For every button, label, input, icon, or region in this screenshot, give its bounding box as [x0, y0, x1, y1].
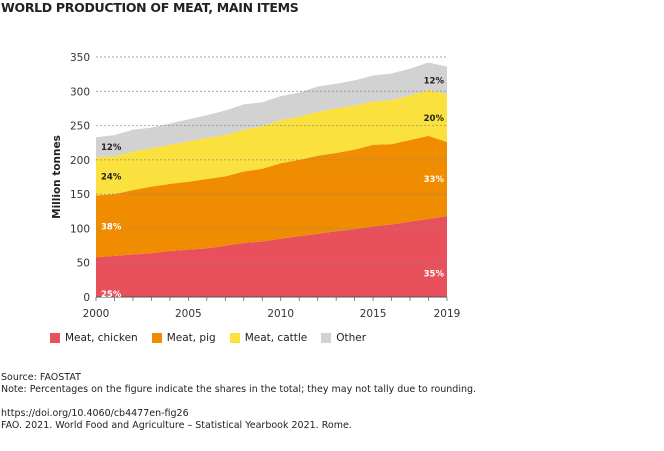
area-other	[96, 62, 447, 158]
y-tick-label: 200	[70, 155, 90, 167]
legend-item: Meat, cattle	[229, 332, 308, 344]
share-label-end: 35%	[424, 270, 445, 280]
chart-title: WORLD PRODUCTION OF MEAT, MAIN ITEMS	[1, 0, 299, 15]
source-text: Source: FAOSTAT	[1, 372, 81, 383]
legend-label: Other	[336, 332, 367, 344]
y-axis-label: Million tonnes	[51, 135, 63, 219]
legend-item: Meat, chicken	[50, 332, 138, 344]
legend-swatch	[50, 333, 60, 343]
share-label-end: 33%	[424, 175, 445, 185]
legend-swatch	[229, 333, 240, 343]
x-tick-label: 2010	[267, 308, 294, 320]
share-label-end: 12%	[424, 76, 445, 86]
doi-link[interactable]: https://doi.org/10.4060/cb4477en-fig26	[1, 408, 189, 419]
citation-text: FAO. 2021. World Food and Agriculture – …	[1, 420, 352, 431]
share-label-start: 24%	[101, 172, 122, 182]
share-label-start: 25%	[101, 290, 122, 300]
share-label-start: 38%	[101, 222, 122, 232]
legend-label: Meat, cattle	[244, 332, 308, 344]
y-tick-label: 100	[70, 223, 90, 235]
share-label-end: 20%	[424, 114, 445, 124]
legend-item: Other	[321, 332, 366, 344]
y-tick-label: 350	[70, 52, 90, 64]
legend: Meat, chicken Meat, pig Meat, cattle Other	[50, 332, 366, 344]
legend-item: Meat, pig	[151, 332, 216, 344]
y-tick-label: 150	[70, 189, 90, 201]
note-text: Note: Percentages on the figure indicate…	[1, 384, 477, 395]
legend-label: Meat, chicken	[65, 332, 138, 344]
area-meat-cattle	[96, 89, 447, 196]
share-label-start: 12%	[101, 143, 122, 153]
legend-swatch	[321, 333, 332, 343]
legend-swatch	[151, 333, 162, 343]
area-meat-pig	[96, 135, 447, 258]
x-tick-label: 2019	[434, 308, 461, 320]
x-tick-label: 2015	[360, 308, 387, 320]
y-tick-label: 0	[83, 292, 90, 304]
x-tick-label: 2000	[83, 308, 110, 320]
stacked-area-chart: 0 50 100 150 200 250 300 350 2000 2005 2010 2015 201…	[51, 52, 461, 320]
legend-label: Meat, pig	[166, 332, 216, 344]
y-tick-label: 50	[77, 258, 90, 270]
area-meat-chicken	[96, 216, 447, 297]
x-tick-label: 2005	[175, 308, 202, 320]
y-tick-label: 300	[70, 86, 90, 98]
y-tick-label: 250	[70, 121, 90, 133]
